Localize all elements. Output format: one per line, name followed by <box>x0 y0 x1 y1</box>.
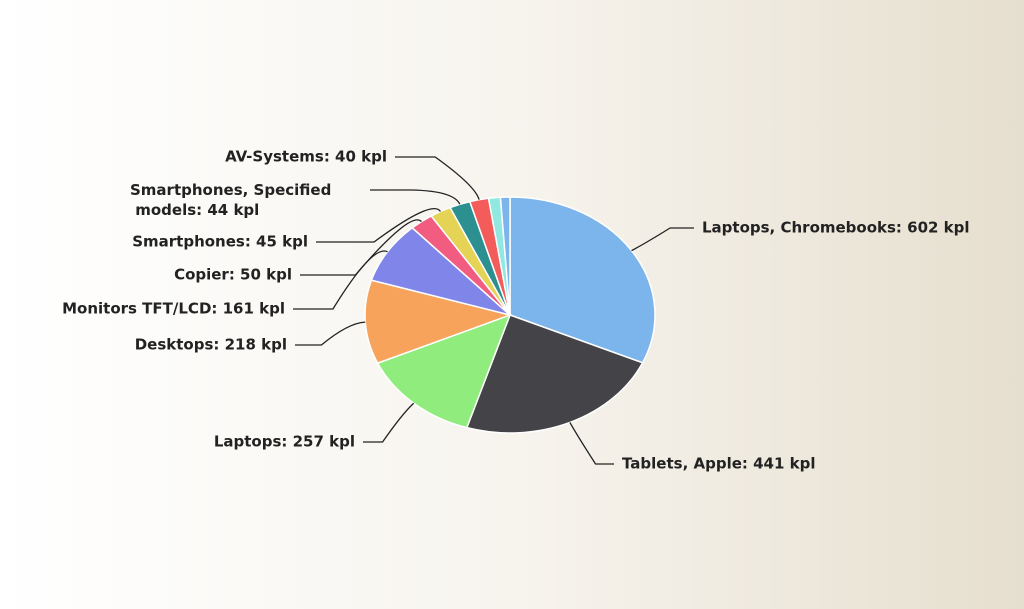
connector <box>631 227 694 252</box>
data-label: Monitors TFT/LCD: 161 kpl <box>62 300 285 318</box>
data-label: Laptops: 257 kpl <box>214 433 355 451</box>
data-label: Tablets, Apple: 441 kpl <box>622 455 816 473</box>
connector <box>395 156 480 200</box>
data-label: Copier: 50 kpl <box>174 266 292 284</box>
connector <box>300 219 422 276</box>
connector <box>363 402 415 443</box>
connector <box>295 321 366 346</box>
connector <box>569 422 614 465</box>
data-label: AV-Systems: 40 kpl <box>225 148 387 166</box>
pie-slice <box>499 196 511 316</box>
data-label: Smartphones, Specified models: 44 kpl <box>130 181 331 219</box>
connector <box>316 208 441 243</box>
data-label: Laptops, Chromebooks: 602 kpl <box>702 219 970 237</box>
pie-slice <box>465 314 644 434</box>
data-label: Desktops: 218 kpl <box>135 336 287 354</box>
pie-slice <box>376 313 512 429</box>
data-label: Smartphones: 45 kpl <box>132 233 308 251</box>
pie-slice <box>509 196 656 364</box>
pie-slice <box>364 279 513 365</box>
connector <box>370 189 461 205</box>
